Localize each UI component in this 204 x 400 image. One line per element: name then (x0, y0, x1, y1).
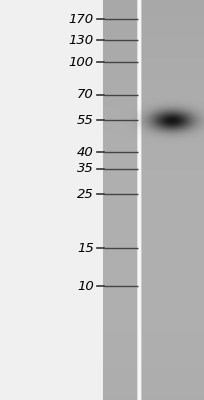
Bar (0, 0, 103, 400)
Text: 130: 130 (69, 34, 94, 46)
Text: 35: 35 (77, 162, 94, 175)
Text: 40: 40 (77, 146, 94, 158)
Text: 100: 100 (69, 56, 94, 68)
Text: 55: 55 (77, 114, 94, 126)
Text: 70: 70 (77, 88, 94, 101)
Text: 15: 15 (77, 242, 94, 254)
Text: 170: 170 (69, 13, 94, 26)
Text: 10: 10 (77, 280, 94, 292)
Text: 25: 25 (77, 188, 94, 200)
